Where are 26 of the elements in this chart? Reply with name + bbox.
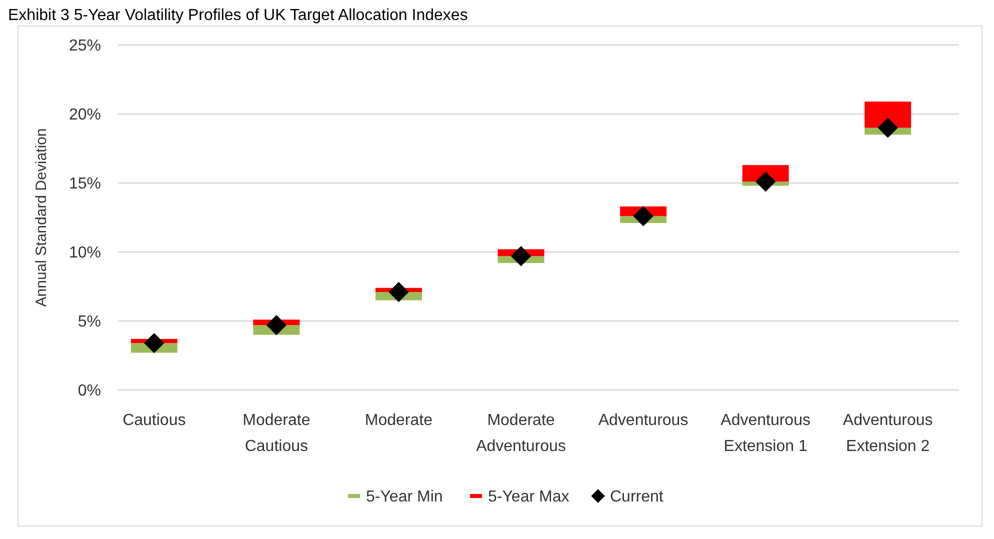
x-tick-label: Adventurous Extension 1 [720, 412, 810, 455]
point [388, 282, 409, 302]
x-tick-label: Moderate Adventurous [476, 412, 566, 455]
x-tick-label: Adventurous Extension 2 [842, 412, 933, 455]
point [878, 118, 898, 138]
y-tick-label: 5% [78, 314, 101, 331]
legend-label: 5-Year Max [488, 488, 570, 506]
bar [864, 102, 912, 128]
y-axis-title: Annual Standard Deviation [33, 128, 50, 307]
y-tick-label: 0% [78, 382, 101, 400]
legend-label: 5-Year Min [366, 488, 443, 506]
y-tick-label: 25% [68, 38, 101, 55]
x-tick-label: Moderate [364, 412, 433, 429]
point [144, 332, 164, 354]
x-tick-label: Cautious [122, 412, 186, 429]
chart-title: Exhibit 3 5-Year Volatility Profiles of UK Target Allocation Indexes [8, 7, 468, 24]
x-tick-label: Moderate Cautious [242, 412, 310, 455]
point [510, 246, 532, 266]
y-tick-label: 10% [68, 244, 101, 262]
point [755, 172, 776, 192]
point [633, 206, 654, 226]
x-tick-label: Adventurous [598, 412, 688, 429]
legend-label: Current [610, 488, 664, 506]
y-tick-label: 15% [68, 176, 101, 193]
point [266, 315, 287, 336]
y-tick-label: 20% [68, 106, 101, 124]
